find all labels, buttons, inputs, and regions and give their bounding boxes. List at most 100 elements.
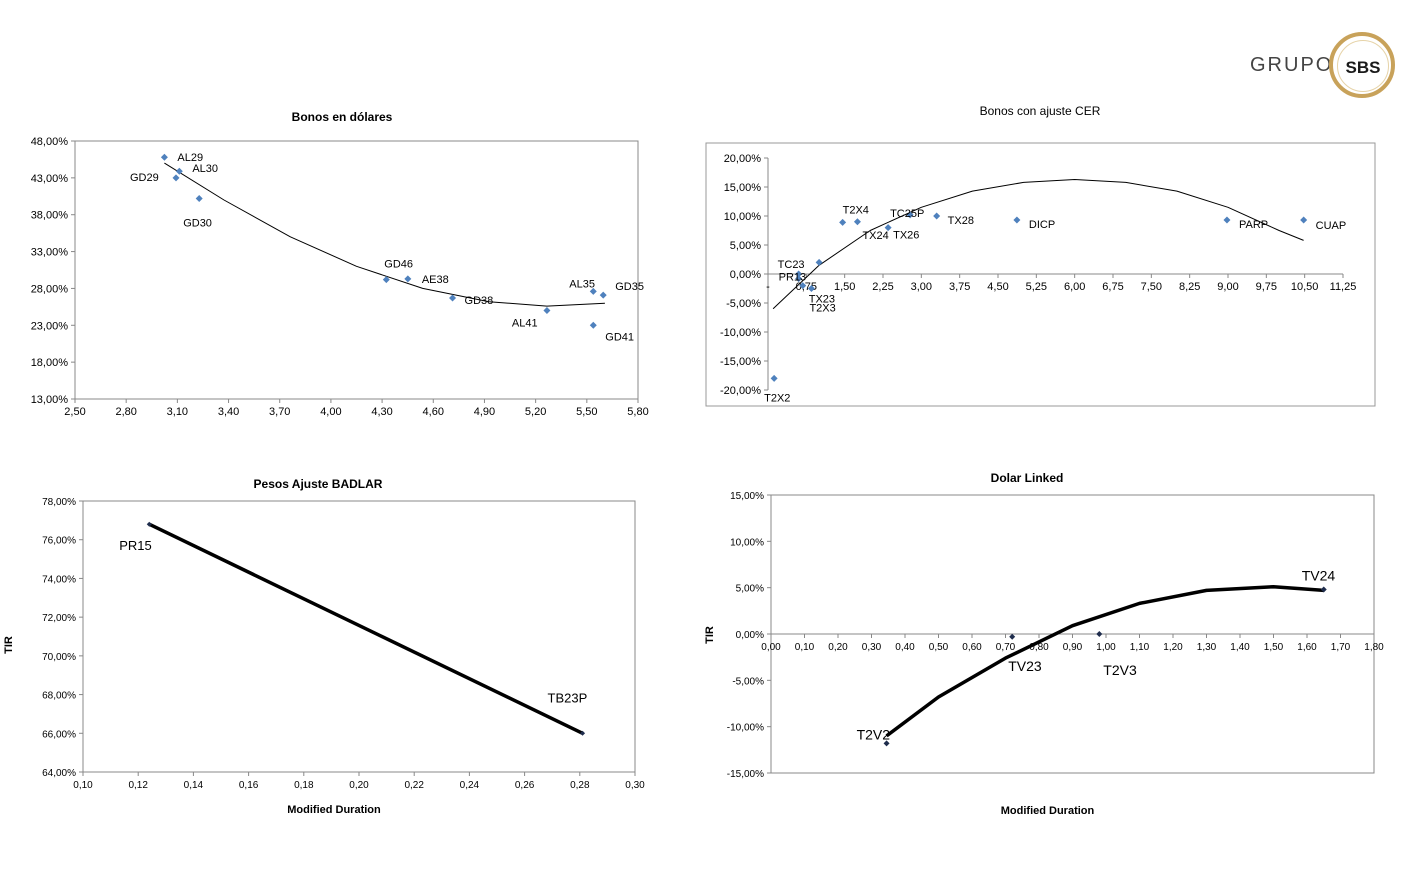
y-tick-label: -20,00% xyxy=(720,385,761,397)
x-tick-label: 1,00 xyxy=(1096,642,1116,653)
x-tick-label: 9,75 xyxy=(1256,281,1277,293)
x-tick-label: 0,20 xyxy=(349,780,369,791)
x-tick-label: 0,14 xyxy=(184,780,204,791)
x-tick-label: 3,10 xyxy=(167,406,188,418)
logo-mark: SBS xyxy=(1345,58,1381,77)
x-tick-label: 1,60 xyxy=(1297,642,1317,653)
y-tick-label: 15,00% xyxy=(730,491,764,502)
y-tick-label: 28,00% xyxy=(31,283,69,295)
x-tick-label: 1,50 xyxy=(834,281,855,293)
data-point xyxy=(883,740,890,747)
data-point xyxy=(589,321,597,329)
y-tick-label: 20,00% xyxy=(724,153,762,165)
data-point xyxy=(172,174,180,182)
plot-area xyxy=(74,140,639,400)
x-tick-label: 7,50 xyxy=(1141,281,1162,293)
data-point xyxy=(580,730,586,736)
y-tick-label: 64,00% xyxy=(42,768,76,779)
y-tick-label: 68,00% xyxy=(42,691,76,702)
trend-line xyxy=(772,179,1304,310)
x-tick-label: 2,25 xyxy=(872,281,893,293)
data-label: T2X2 xyxy=(764,392,790,404)
data-label: TX28 xyxy=(948,215,974,227)
data-label: GD35 xyxy=(615,281,644,293)
data-point xyxy=(543,307,551,315)
data-point xyxy=(1223,216,1231,224)
y-tick-label: 23,00% xyxy=(31,320,69,332)
x-tick-label: 1,40 xyxy=(1230,642,1250,653)
data-point xyxy=(160,153,168,161)
data-label: GD30 xyxy=(183,217,212,229)
x-tick-label: 0,80 xyxy=(1029,642,1049,653)
data-point xyxy=(589,287,597,295)
y-tick-label: 5,00% xyxy=(730,240,761,252)
x-tick-label: 0,40 xyxy=(895,642,915,653)
chart-title: Pesos Ajuste BADLAR xyxy=(254,477,383,491)
data-label: CUAP xyxy=(1316,220,1347,232)
y-tick-label: 5,00% xyxy=(736,584,764,595)
data-label: TC23 xyxy=(778,259,805,271)
x-tick-label: 5,80 xyxy=(627,406,648,418)
x-tick-label: 0,26 xyxy=(515,780,535,791)
data-point xyxy=(807,285,815,292)
trend-line xyxy=(885,584,1324,738)
data-label: PARP xyxy=(1239,219,1268,231)
y-tick-label: 10,00% xyxy=(730,537,764,548)
x-tick-label: 0,90 xyxy=(1063,642,1083,653)
y-tick-label: 76,00% xyxy=(42,536,76,547)
data-point xyxy=(839,218,847,226)
y-tick-label: 70,00% xyxy=(42,652,76,663)
data-point xyxy=(449,294,457,302)
data-label: GD46 xyxy=(384,259,413,271)
data-label: DICP xyxy=(1029,219,1055,231)
x-tick-label: 3,00 xyxy=(911,281,932,293)
data-point xyxy=(1320,586,1327,593)
chart-title: Bonos en dólares xyxy=(292,110,393,124)
x-tick-label: 0,12 xyxy=(128,780,148,791)
data-point xyxy=(853,218,861,226)
y-tick-label: -5,00% xyxy=(732,676,764,687)
x-tick-label: 5,25 xyxy=(1026,281,1047,293)
logo-ring-icon: SBS xyxy=(1329,32,1395,98)
x-tick-label: 8,25 xyxy=(1179,281,1200,293)
x-tick-label: 0,20 xyxy=(828,642,848,653)
x-tick-label: 11,25 xyxy=(1330,281,1357,293)
data-point xyxy=(382,276,390,284)
y-tick-label: 74,00% xyxy=(42,574,76,585)
x-tick-label: 0,30 xyxy=(862,642,882,653)
x-tick-label: 6,75 xyxy=(1102,281,1123,293)
data-label: TB23P xyxy=(548,690,588,705)
y-tick-label: 43,00% xyxy=(31,173,69,185)
data-label: PR13 xyxy=(779,272,807,284)
data-point xyxy=(770,374,778,382)
data-point xyxy=(195,194,203,202)
data-label: T2X4 xyxy=(843,204,869,216)
data-label: TX23 xyxy=(809,294,835,306)
x-tick-label: 1,30 xyxy=(1197,642,1217,653)
data-point xyxy=(1013,216,1021,224)
y-tick-label: 66,00% xyxy=(42,729,76,740)
data-point xyxy=(906,211,914,219)
data-label: TX24 xyxy=(862,230,888,242)
chart-c3: Pesos Ajuste BADLAR 78,00% 76,00% 74,00% 72,… xyxy=(3,477,645,816)
chart-title: Dolar Linked xyxy=(991,471,1064,485)
data-label: T2V2 xyxy=(857,726,891,742)
data-label: TV23 xyxy=(1008,658,1042,674)
x-tick-label: 0,10 xyxy=(73,780,93,791)
x-tick-label: 0,50 xyxy=(929,642,949,653)
data-point xyxy=(1009,633,1016,640)
x-tick-label: - xyxy=(766,281,770,293)
x-axis-title: Modified Duration xyxy=(1001,805,1095,817)
y-tick-label: -15,00% xyxy=(727,769,764,780)
data-label: AL29 xyxy=(177,152,203,164)
y-tick-label: 72,00% xyxy=(42,613,76,624)
x-tick-label: 0,60 xyxy=(962,642,982,653)
data-label: GD29 xyxy=(130,172,159,184)
data-point xyxy=(175,167,183,175)
x-tick-label: 3,40 xyxy=(218,406,239,418)
x-tick-label: 0,10 xyxy=(795,642,815,653)
y-tick-label: 13,00% xyxy=(31,394,69,406)
data-label: TX26 xyxy=(893,230,919,242)
data-point xyxy=(1096,631,1103,637)
